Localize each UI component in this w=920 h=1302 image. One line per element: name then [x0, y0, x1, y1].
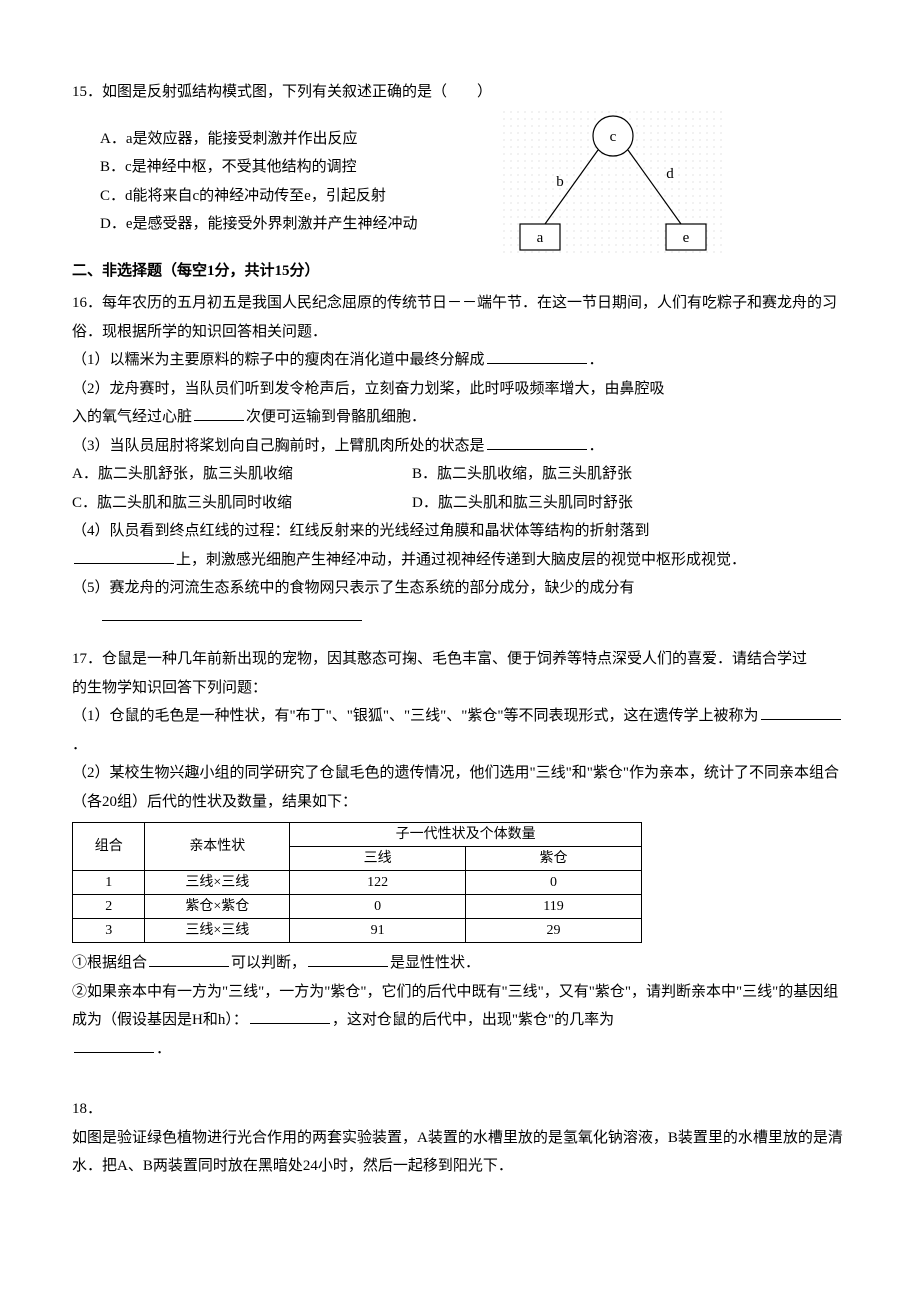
- q15-option-c: C．d能将来自c的神经冲动传至e，引起反射: [72, 182, 532, 211]
- cell: 0: [466, 871, 642, 895]
- q18-num: 18．: [72, 1095, 848, 1124]
- blank: [102, 603, 362, 621]
- q16-options-row1: A．肱二头肌舒张，肱三头肌收缩 B．肱二头肌收缩，肱三头肌舒张: [72, 460, 848, 489]
- cell: 3: [73, 919, 145, 943]
- q15-option-d: D．e是感受器，能接受外界刺激并产生神经冲动: [72, 210, 532, 239]
- cell: 三线×三线: [145, 919, 290, 943]
- table-row: 1 三线×三线 122 0: [73, 871, 642, 895]
- blank: [194, 403, 244, 421]
- diagram-label-e: e: [683, 230, 690, 246]
- q16-stem: 16．每年农历的五月初五是我国人民纪念屈原的传统节日－－端午节．在这一节日期间，…: [72, 289, 848, 346]
- question-17: 17．仓鼠是一种几年前新出现的宠物，因其憨态可掬、毛色丰富、便于饲养等特点深受人…: [72, 645, 848, 1063]
- blank: [74, 546, 174, 564]
- th-sanxian: 三线: [290, 847, 466, 871]
- q16-p2b-text: 入的氧气经过心脏: [72, 409, 192, 425]
- q17-p1-text: （1）仓鼠的毛色是一种性状，有"布丁"、"银狐"、"三线"、"紫仓"等不同表现形…: [72, 708, 759, 724]
- cell: 紫仓×紫仓: [145, 895, 290, 919]
- cell: 122: [290, 871, 466, 895]
- diagram-label-c: c: [610, 129, 617, 145]
- section-2-title: 二、非选择题（每空1分，共计15分）: [72, 257, 848, 286]
- q17-p1-end: ．: [72, 737, 87, 753]
- q17-sub2-b: ，这对仓鼠的后代中，出现"紫仓"的几率为: [332, 1012, 614, 1028]
- blank: [74, 1035, 154, 1053]
- q17-stem-a: 17．仓鼠是一种几年前新出现的宠物，因其憨态可掬、毛色丰富、便于饲养等特点深受人…: [72, 645, 848, 674]
- table-header-row: 组合 亲本性状 子一代性状及个体数量: [73, 823, 642, 847]
- cell: 0: [290, 895, 466, 919]
- cell: 29: [466, 919, 642, 943]
- q15-option-b: B．c是神经中枢，不受其他结构的调控: [72, 153, 532, 182]
- th-combo: 组合: [73, 823, 145, 871]
- q16-part5-blank: [72, 603, 848, 632]
- q16-p3-text: （3）当队员屈肘将桨划向自己胸前时，上臂肌肉所处的状态是: [72, 438, 485, 454]
- q17-sub1-b: 可以判断，: [231, 955, 306, 971]
- q16-p1-text: （1）以糯米为主要原料的粽子中的瘦肉在消化道中最终分解成: [72, 352, 485, 368]
- diagram-label-b: b: [556, 174, 564, 190]
- th-offspring: 子一代性状及个体数量: [290, 823, 642, 847]
- cell: 三线×三线: [145, 871, 290, 895]
- th-zicang: 紫仓: [466, 847, 642, 871]
- q17-sub2: ②如果亲本中有一方为"三线"，一方为"紫仓"，它们的后代中既有"三线"，又有"紫…: [72, 978, 848, 1035]
- cell: 119: [466, 895, 642, 919]
- question-15: 15．如图是反射弧结构模式图，下列有关叙述正确的是（ ） A．a是效应器，能接受…: [72, 78, 848, 239]
- q18-stem: 如图是验证绿色植物进行光合作用的两套实验装置，A装置的水槽里放的是氢氧化钠溶液，…: [72, 1124, 848, 1181]
- q15-stem: 15．如图是反射弧结构模式图，下列有关叙述正确的是（ ）: [72, 78, 532, 107]
- diagram-label-a: a: [537, 230, 544, 246]
- blank: [250, 1006, 330, 1024]
- q17-part2: （2）某校生物兴趣小组的同学研究了仓鼠毛色的遗传情况，他们选用"三线"和"紫仓"…: [72, 759, 848, 816]
- q16-opt-d: D．肱二头肌和肱三头肌同时舒张: [412, 489, 633, 518]
- q16-part2b: 入的氧气经过心脏 次便可运输到骨骼肌细胞．: [72, 403, 848, 432]
- q16-p4b-text: 上，刺激感光细胞产生神经冲动，并通过视神经传递到大脑皮层的视觉中枢形成视觉．: [176, 552, 746, 568]
- q16-options-row2: C．肱二头肌和肱三头肌同时收缩 D．肱二头肌和肱三头肌同时舒张: [72, 489, 848, 518]
- q16-part1: （1）以糯米为主要原料的粽子中的瘦肉在消化道中最终分解成 ．: [72, 346, 848, 375]
- q17-sub2-end: ．: [72, 1035, 848, 1064]
- question-18: 18． 如图是验证绿色植物进行光合作用的两套实验装置，A装置的水槽里放的是氢氧化…: [72, 1095, 848, 1181]
- q16-opt-b: B．肱二头肌收缩，肱三头肌舒张: [412, 460, 632, 489]
- q16-part2a: （2）龙舟赛时，当队员们听到发令枪声后，立刻奋力划桨，此时呼吸频率增大，由鼻腔吸: [72, 375, 848, 404]
- cell: 91: [290, 919, 466, 943]
- cell: 1: [73, 871, 145, 895]
- q16-opt-c: C．肱二头肌和肱三头肌同时收缩: [72, 489, 412, 518]
- q17-sub2-c: ．: [156, 1041, 171, 1057]
- q15-option-a: A．a是效应器，能接受刺激并作出反应: [72, 125, 532, 154]
- th-parent: 亲本性状: [145, 823, 290, 871]
- blank: [149, 949, 229, 967]
- q16-part4a: （4）队员看到终点红线的过程：红线反射来的光线经过角膜和晶状体等结构的折射落到: [72, 517, 848, 546]
- q16-part5: （5）赛龙舟的河流生态系统中的食物网只表示了生态系统的部分成分，缺少的成分有: [72, 574, 848, 603]
- reflex-arc-diagram: c a e b d: [498, 106, 728, 256]
- q16-opt-a: A．肱二头肌舒张，肱三头肌收缩: [72, 460, 412, 489]
- cell: 2: [73, 895, 145, 919]
- table-row: 3 三线×三线 91 29: [73, 919, 642, 943]
- q17-part1: （1）仓鼠的毛色是一种性状，有"布丁"、"银狐"、"三线"、"紫仓"等不同表现形…: [72, 702, 848, 759]
- blank: [487, 432, 587, 450]
- q17-sub1-a: ①根据组合: [72, 955, 147, 971]
- q17-sub1: ①根据组合 可以判断， 是显性性状．: [72, 949, 848, 978]
- q16-part3: （3）当队员屈肘将桨划向自己胸前时，上臂肌肉所处的状态是 ．: [72, 432, 848, 461]
- q17-table: 组合 亲本性状 子一代性状及个体数量 三线 紫仓 1 三线×三线 122 0 2…: [72, 822, 642, 943]
- q16-p1-end: ．: [589, 352, 604, 368]
- q17-sub1-c: 是显性性状．: [390, 955, 480, 971]
- diagram-label-d: d: [666, 166, 674, 182]
- q16-part4b: 上，刺激感光细胞产生神经冲动，并通过视神经传递到大脑皮层的视觉中枢形成视觉．: [72, 546, 848, 575]
- question-16: 16．每年农历的五月初五是我国人民纪念屈原的传统节日－－端午节．在这一节日期间，…: [72, 289, 848, 631]
- q16-p2c-text: 次便可运输到骨骼肌细胞．: [246, 409, 426, 425]
- table-row: 2 紫仓×紫仓 0 119: [73, 895, 642, 919]
- q17-stem-b: 的生物学知识回答下列问题：: [72, 674, 848, 703]
- q16-p3-end: ．: [589, 438, 604, 454]
- blank: [487, 346, 587, 364]
- blank: [308, 949, 388, 967]
- blank: [761, 702, 841, 720]
